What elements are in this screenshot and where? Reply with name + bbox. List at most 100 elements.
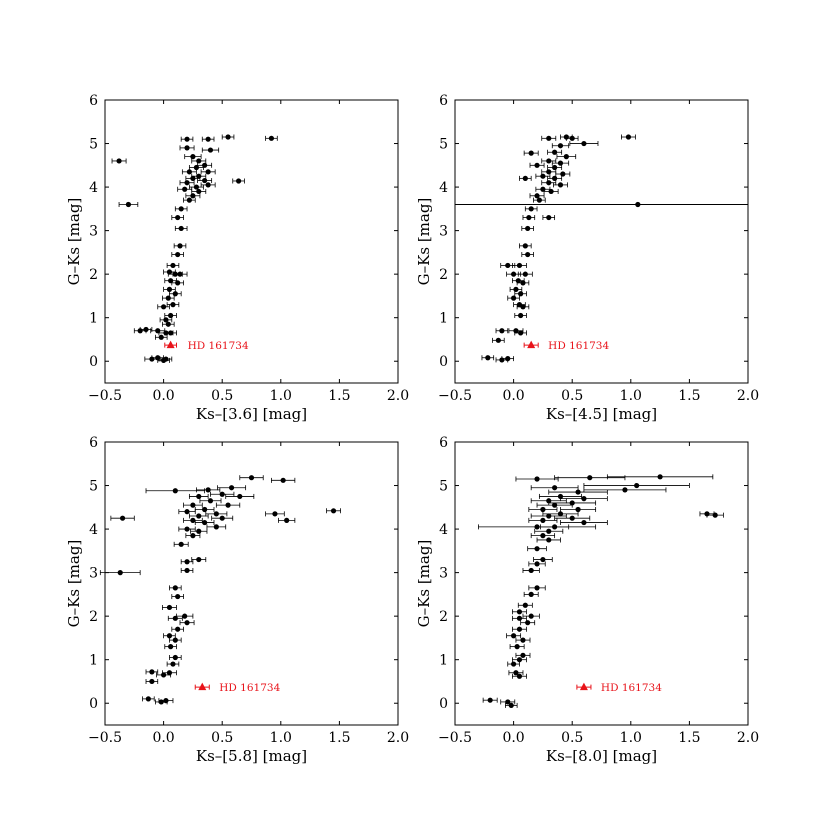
panel-3: −0.5 0.0 0.5 1.0 1.5 2.0 0 1 2 3 4 5 6 Ks–[5.8] [mag]…	[65, 435, 409, 765]
data-point	[569, 135, 575, 141]
data-point	[207, 147, 214, 153]
data-point	[178, 225, 184, 232]
x-tick-label: 1.5	[328, 730, 350, 746]
data-point	[268, 135, 275, 141]
x-tick-label: 1.5	[678, 388, 700, 404]
y-tick-label: 6	[89, 435, 98, 451]
y-tick-label: 1	[439, 311, 448, 327]
y-tick-label: 3	[89, 566, 98, 582]
data-point	[534, 546, 540, 552]
data-point	[155, 355, 161, 361]
data-point	[540, 556, 546, 563]
x-axis-label: Ks–[4.5] [mag]	[546, 405, 657, 423]
data-point	[510, 271, 517, 277]
data-point	[557, 160, 564, 166]
y-tick-label: 0	[439, 354, 448, 370]
data-point	[540, 533, 546, 539]
data-point	[248, 475, 255, 481]
x-tick-label: −0.5	[88, 730, 122, 746]
data-point	[540, 506, 546, 513]
x-tick-label: 0.0	[152, 730, 174, 746]
data-point	[513, 286, 519, 292]
x-tick-label: 1.5	[678, 730, 700, 746]
data-point	[177, 243, 183, 249]
data-point	[190, 502, 196, 508]
data-point	[184, 620, 190, 626]
data-point	[186, 169, 192, 175]
data-point	[546, 214, 552, 221]
data-point	[196, 513, 202, 519]
data-point	[546, 528, 552, 534]
data-point	[520, 280, 526, 286]
x-tick-label: 0.0	[152, 388, 174, 404]
data-point	[205, 182, 211, 188]
data-point	[622, 487, 628, 493]
data-point	[575, 506, 581, 513]
data-point	[546, 169, 552, 175]
data-point	[205, 136, 211, 142]
data-point	[166, 604, 173, 611]
data-point	[196, 188, 202, 195]
y-tick-label: 2	[439, 609, 448, 625]
data-point	[534, 524, 540, 530]
data-point	[516, 673, 523, 679]
panel-2: −0.5 0.0 0.5 1.0 1.5 2.0 0 1 2 3 4 5 6 Ks–[4.5] [mag]…	[415, 93, 759, 423]
data-point	[520, 304, 526, 310]
data-point	[522, 243, 528, 249]
data-point	[225, 502, 231, 508]
data-point	[161, 304, 167, 310]
data-point	[505, 262, 511, 269]
axes-frame	[454, 99, 749, 384]
data-point	[184, 526, 190, 532]
data-point	[172, 488, 178, 494]
y-tick-label: 0	[439, 696, 448, 712]
data-point	[625, 134, 632, 140]
data-point	[193, 184, 200, 190]
x-tick-label: −0.5	[88, 388, 122, 404]
data-point	[193, 164, 200, 171]
data-point	[540, 517, 546, 523]
data-point	[516, 609, 523, 615]
y-tick-label: 4	[89, 522, 98, 538]
data-point	[546, 513, 552, 519]
data-point	[213, 511, 219, 517]
data-point	[165, 295, 171, 301]
data-point	[175, 280, 181, 286]
data-point	[505, 356, 511, 362]
y-tick-label: 6	[89, 93, 98, 109]
data-point	[202, 177, 208, 184]
highlight-marker	[198, 682, 207, 691]
x-tick-label: 2.0	[387, 730, 409, 746]
x-tick-label: −0.5	[438, 388, 472, 404]
data-point	[534, 476, 540, 482]
data-point	[546, 180, 552, 186]
data-point	[516, 626, 523, 632]
x-tick-label: 1.0	[620, 388, 642, 404]
data-point	[145, 696, 151, 702]
y-tick-label: 5	[439, 479, 448, 495]
data-point	[196, 493, 202, 500]
data-point	[516, 615, 523, 621]
data-point	[172, 615, 178, 621]
data-point	[534, 193, 540, 199]
data-point	[202, 519, 208, 526]
data-point	[581, 519, 587, 526]
data-point	[657, 474, 663, 480]
data-point	[168, 330, 174, 336]
data-point	[513, 670, 519, 676]
panel-4: −0.5 0.0 0.5 1.0 1.5 2.0 0 1 2 3 4 5 6 Ks–[8.0] [mag]…	[415, 435, 759, 765]
y-tick-label: 5	[89, 137, 98, 153]
data-point	[330, 508, 337, 514]
data-point	[518, 291, 524, 297]
data-point	[552, 524, 558, 530]
x-tick-label: 0.5	[211, 388, 233, 404]
data-point	[516, 657, 523, 663]
data-point	[236, 178, 242, 184]
highlight-marker	[579, 682, 588, 691]
data-point	[143, 326, 149, 333]
y-tick-label: 3	[89, 224, 98, 240]
data-point	[175, 214, 181, 221]
x-tick-label: 0.5	[561, 730, 583, 746]
